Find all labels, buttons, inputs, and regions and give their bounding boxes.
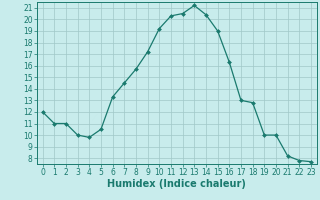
X-axis label: Humidex (Indice chaleur): Humidex (Indice chaleur) — [108, 179, 246, 189]
